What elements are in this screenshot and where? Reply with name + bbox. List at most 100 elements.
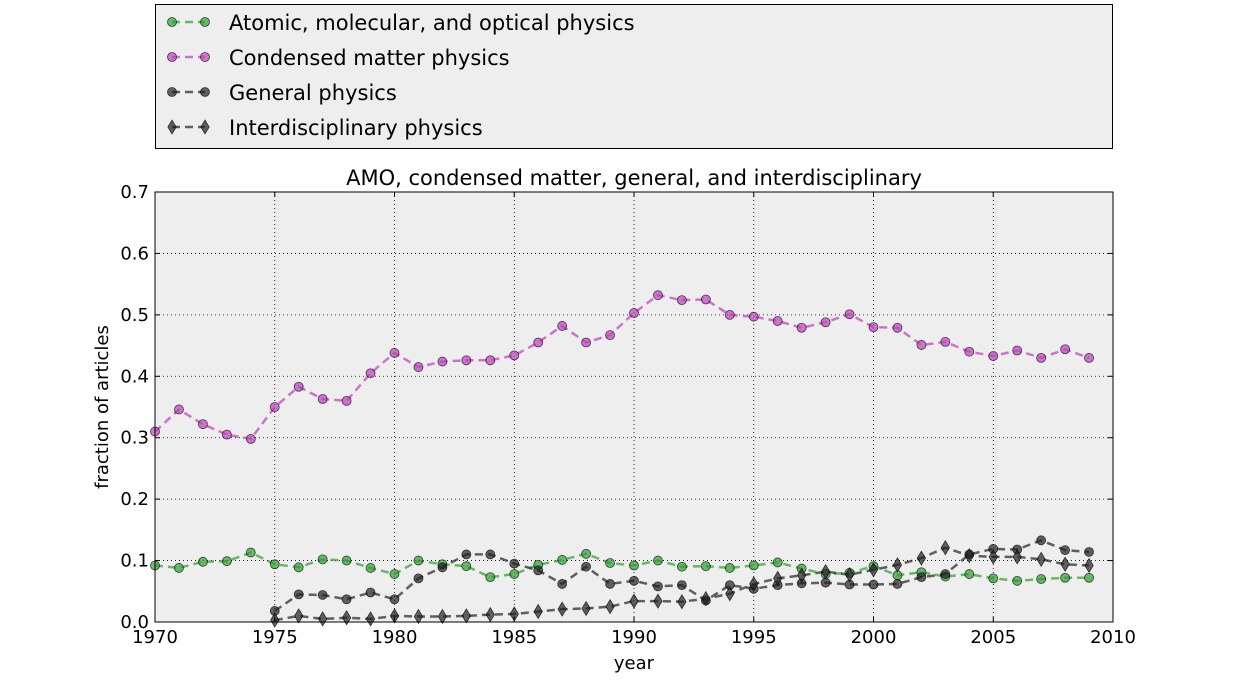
data-point [437, 608, 448, 625]
data-point [677, 295, 687, 306]
data-point [365, 611, 376, 627]
data-point [1084, 557, 1094, 574]
y-tick-label: 0.7 [120, 182, 149, 203]
data-point [221, 429, 232, 440]
data-point [269, 559, 280, 570]
data-point [653, 593, 663, 609]
data-point [1060, 545, 1070, 556]
data-point [701, 590, 711, 607]
legend-marker [200, 17, 210, 27]
legend-marker [200, 119, 210, 135]
x-tick-label: 1995 [731, 627, 777, 648]
data-point [988, 351, 999, 361]
data-point [341, 555, 352, 566]
data-point [437, 356, 448, 367]
y-tick-label: 0.4 [120, 366, 149, 387]
data-point [677, 580, 687, 591]
data-point [748, 311, 759, 322]
data-point [868, 562, 879, 578]
data-point [581, 561, 591, 572]
y-tick-label: 0.0 [120, 612, 149, 633]
data-point [772, 557, 783, 568]
legend-item: General physics [167, 81, 397, 105]
legend-marker [200, 52, 210, 62]
data-point [389, 348, 400, 358]
data-point [581, 548, 591, 559]
data-point [557, 601, 567, 617]
data-point [581, 337, 591, 348]
x-tick-label: 1990 [611, 627, 657, 648]
legend-box [155, 4, 1113, 149]
data-point [1012, 549, 1022, 565]
data-point [1060, 344, 1070, 355]
data-point [389, 569, 400, 579]
data-point [892, 579, 903, 589]
data-point [293, 381, 304, 392]
series-0 [150, 547, 1094, 586]
data-point [317, 611, 328, 627]
data-point [413, 555, 424, 566]
y-tick-label: 0.3 [120, 428, 149, 449]
data-point [485, 355, 496, 366]
data-point [413, 362, 424, 372]
data-point [748, 560, 759, 571]
data-point [341, 395, 352, 406]
data-point [940, 569, 951, 579]
axis-ticks: 1970 1975 1980 1985 1990 1995 2000 2005 2010 0.0 0… [120, 182, 1136, 648]
data-point [629, 560, 639, 571]
data-point [988, 549, 998, 565]
data-point [796, 567, 807, 584]
data-point [557, 321, 568, 331]
data-point [365, 587, 376, 598]
data-point [820, 577, 831, 588]
data-point [1060, 556, 1070, 573]
data-point [533, 565, 544, 576]
data-point [629, 575, 639, 586]
data-point [820, 563, 831, 580]
x-tick-label: 2010 [1090, 627, 1136, 648]
data-point [868, 579, 879, 590]
data-point [892, 322, 903, 333]
data-point [1036, 551, 1046, 568]
data-point [724, 563, 735, 573]
data-point [629, 308, 639, 318]
series-line [154, 551, 1089, 583]
x-tick-label: 1985 [491, 627, 537, 648]
y-tick-label: 0.5 [120, 305, 149, 326]
data-point [293, 562, 304, 573]
y-tick-label: 0.6 [120, 243, 149, 264]
series-1 [150, 290, 1094, 444]
data-point [1036, 352, 1047, 363]
data-point [437, 562, 448, 573]
data-point [605, 598, 615, 615]
data-point [773, 570, 783, 587]
series-layer [150, 290, 1094, 628]
data-point [700, 561, 711, 571]
x-tick-label: 2005 [970, 627, 1016, 648]
data-point [749, 576, 759, 592]
data-point [485, 572, 496, 583]
data-point [197, 419, 208, 430]
data-point [581, 600, 591, 617]
data-point [461, 608, 472, 624]
data-point [557, 555, 568, 565]
legend-item: Condensed matter physics [167, 46, 510, 70]
legend-label: Interdisciplinary physics [229, 116, 483, 140]
y-tick-label: 0.2 [120, 489, 149, 510]
data-point [677, 561, 687, 572]
data-point [533, 337, 544, 348]
series-line [154, 293, 1090, 441]
x-tick-label: 2000 [851, 627, 897, 648]
legend-label: Atomic, molecular, and optical physics [229, 11, 635, 35]
data-point [605, 330, 615, 341]
data-point [1036, 574, 1047, 584]
data-point [509, 558, 520, 569]
data-point [629, 593, 639, 609]
data-point [365, 563, 376, 573]
data-point [820, 317, 831, 328]
legend-marker [167, 52, 177, 62]
data-point [868, 322, 879, 333]
legend-marker [200, 87, 210, 97]
data-point [1036, 535, 1047, 546]
